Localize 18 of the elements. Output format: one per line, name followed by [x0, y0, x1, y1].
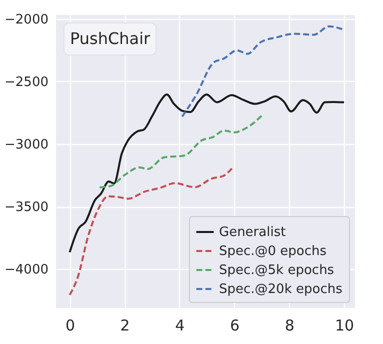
y-tick-label: −2500	[4, 74, 48, 90]
legend-label: Spec.@0 epochs	[219, 244, 327, 259]
x-tick-label: 10	[334, 316, 354, 334]
text: PushChair	[70, 29, 151, 48]
y-tick-label: −4000	[4, 262, 48, 278]
x-tick-label: 2	[120, 316, 130, 334]
legend-label: Spec.@20k epochs	[219, 282, 343, 297]
y-tick-label: −2000	[4, 12, 48, 28]
legend-label: Spec.@5k epochs	[219, 263, 334, 278]
x-tick-label: 6	[230, 316, 240, 334]
legend-label: Generalist	[219, 225, 286, 240]
y-tick-label: −3000	[4, 137, 48, 152]
x-tick-label: 4	[175, 316, 185, 334]
x-tick-label: 0	[65, 316, 75, 334]
line-series	[181, 25, 346, 118]
line-series	[98, 114, 264, 188]
y-tick-label: −3500	[4, 200, 48, 216]
x-tick-label: 8	[284, 316, 294, 334]
